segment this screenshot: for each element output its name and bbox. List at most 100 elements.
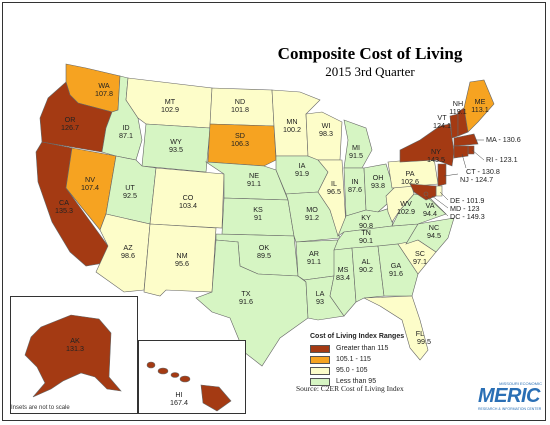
label-sc-abbr: SC	[415, 249, 425, 258]
label-ny-abbr: NY	[431, 147, 441, 156]
label-nm-value: 95.6	[175, 259, 189, 268]
label-la-value: 93	[316, 297, 324, 306]
callout-ct: CT - 130.8	[466, 167, 500, 176]
legend-swatch	[310, 344, 330, 353]
label-wa-abbr: WA	[98, 81, 110, 90]
state-ri[interactable]	[467, 145, 475, 155]
label-ks-abbr: KS	[253, 205, 263, 214]
hawaii-inset: HI 167.4	[138, 340, 246, 414]
state-dc[interactable]	[423, 191, 429, 197]
label-sc-value: 97.1	[413, 257, 427, 266]
label-ok-abbr: OK	[259, 243, 270, 252]
label-nc-value: 94.5	[427, 231, 441, 240]
callout-de: DE - 101.9	[450, 196, 484, 205]
label-ar-abbr: AR	[309, 249, 319, 258]
label-pa-abbr: PA	[405, 169, 414, 178]
state-me[interactable]	[463, 79, 495, 133]
state-nj[interactable]	[437, 163, 447, 187]
state-al[interactable]	[351, 245, 385, 303]
label-wv-value: 102.9	[397, 207, 415, 216]
map-title: Composite Cost of Living	[277, 44, 463, 63]
label-mi-value: 91.5	[349, 151, 363, 160]
callout-labels: MA - 130.6 RI - 123.1 CT - 130.8 NJ - 12…	[450, 135, 521, 221]
label-sd-value: 106.3	[231, 139, 249, 148]
label-tn-abbr: TN	[361, 228, 371, 237]
label-il-value: 96.5	[327, 187, 341, 196]
label-mo-abbr: MO	[306, 205, 318, 214]
label-ca-abbr: CA	[59, 198, 69, 207]
callout-leaders	[425, 139, 485, 217]
label-tx-value: 91.6	[239, 297, 253, 306]
state-sd[interactable]	[207, 123, 277, 167]
logo-small-text: MISSOURI ECONOMIC	[499, 381, 542, 386]
legend-swatch	[310, 377, 330, 386]
label-or-abbr: OR	[65, 115, 76, 124]
state-md[interactable]	[409, 183, 437, 201]
label-la-abbr: LA	[316, 289, 325, 298]
label-co-abbr: CO	[183, 193, 194, 202]
legend-swatch	[310, 366, 330, 375]
label-ak-value: 131.3	[66, 344, 84, 353]
label-mo-value: 91.2	[305, 213, 319, 222]
state-ak[interactable]	[24, 314, 122, 398]
label-ga-value: 91.6	[389, 269, 403, 278]
state-tx[interactable]	[195, 239, 309, 367]
label-ky-abbr: KY	[361, 213, 371, 222]
label-ms-abbr: MS	[338, 265, 349, 274]
state-hi[interactable]	[146, 361, 232, 412]
state-de[interactable]	[435, 185, 443, 197]
callout-ma: MA - 130.6	[486, 135, 521, 144]
label-wa-value: 107.8	[95, 89, 113, 98]
legend-label: 105.1 - 115	[336, 356, 371, 363]
label-sd-abbr: SD	[235, 131, 245, 140]
label-fl-value: 99.5	[417, 337, 431, 346]
label-ga-abbr: GA	[391, 261, 402, 270]
state-ma[interactable]	[453, 133, 479, 147]
label-oh-abbr: OH	[373, 173, 384, 182]
label-ms-value: 83.4	[336, 273, 350, 282]
label-nv-value: 107.4	[81, 183, 99, 192]
label-va-abbr: VA	[425, 201, 434, 210]
label-wi-value: 98.3	[319, 129, 333, 138]
label-il-abbr: IL	[331, 179, 337, 188]
hawaii-map: HI 167.4	[146, 361, 232, 412]
label-fl-abbr: FL	[416, 329, 424, 338]
label-al-value: 90.2	[359, 265, 373, 274]
label-id-abbr: ID	[122, 123, 129, 132]
state-co[interactable]	[149, 167, 225, 229]
label-ut-abbr: UT	[125, 183, 135, 192]
label-ne-value: 91.1	[247, 179, 261, 188]
state-wy[interactable]	[141, 123, 211, 173]
label-wy-abbr: WY	[170, 137, 182, 146]
label-nh-value: 119.1	[449, 107, 466, 116]
label-wi-abbr: WI	[322, 121, 331, 130]
state-nm[interactable]	[143, 223, 217, 297]
alaska-inset: AK 131.3	[10, 296, 138, 414]
callout-md: MD - 123	[450, 204, 480, 213]
logo-main-text: MERIC	[478, 385, 540, 407]
meric-logo: MISSOURI ECONOMIC MERIC RESEARCH & INFOR…	[478, 381, 542, 411]
label-nc-abbr: NC	[429, 223, 439, 232]
label-nm-abbr: NM	[176, 251, 187, 260]
label-mn-value: 100.2	[283, 125, 301, 134]
label-nd-value: 101.8	[231, 105, 249, 114]
label-or-value: 126.7	[61, 123, 79, 132]
label-pa-value: 102.6	[401, 177, 419, 186]
legend-label: Greater than 115	[336, 345, 389, 352]
label-ok-value: 89.5	[257, 251, 271, 260]
label-ut-value: 92.5	[123, 191, 137, 200]
label-ar-value: 91.1	[307, 257, 321, 266]
label-va-value: 94.4	[423, 209, 437, 218]
label-mt-value: 102.9	[161, 105, 179, 114]
callout-dc: DC - 149.3	[450, 212, 485, 221]
map-subtitle: 2015 3rd Quarter	[325, 64, 415, 79]
state-ct[interactable]	[453, 145, 469, 159]
state-ga[interactable]	[377, 243, 419, 297]
label-hi-value: 167.4	[170, 398, 188, 407]
label-in-value: 87.6	[348, 185, 362, 194]
legend-swatch	[310, 355, 330, 364]
state-il[interactable]	[317, 159, 347, 237]
label-nh-abbr: NH	[453, 99, 463, 108]
state-fl[interactable]	[363, 295, 429, 361]
